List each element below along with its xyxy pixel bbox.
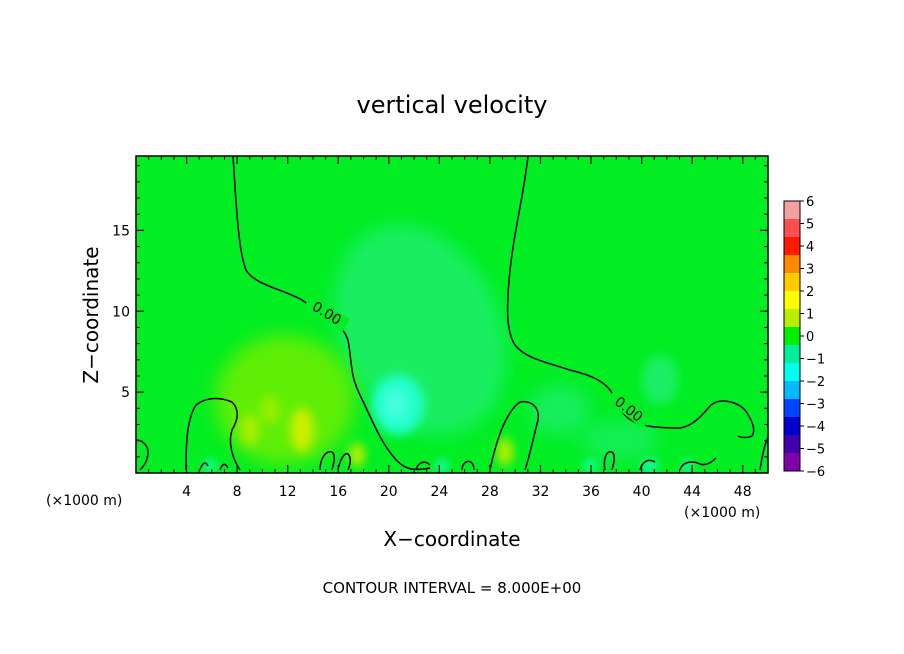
colorbar-label: 6 bbox=[806, 195, 814, 210]
chart-title: vertical velocity bbox=[357, 91, 548, 119]
colorbar-label: −6 bbox=[806, 465, 825, 480]
updraft-region bbox=[215, 335, 355, 465]
colorbar-label: −1 bbox=[806, 353, 825, 368]
x-axis-title: X−coordinate bbox=[383, 527, 520, 551]
colorbar-label: 3 bbox=[806, 263, 814, 278]
colorbar-swatch bbox=[784, 399, 800, 418]
y-axis-title: Z−coordinate bbox=[79, 246, 103, 383]
y-tick-label: 15 bbox=[112, 223, 130, 239]
updraft-core bbox=[290, 408, 314, 452]
colorbar-label: 5 bbox=[806, 218, 814, 233]
x-tick-label: 28 bbox=[481, 484, 499, 500]
y-axis: 5 10 15 bbox=[112, 165, 768, 458]
colorbar-swatch bbox=[784, 453, 800, 472]
colorbar-label: 0 bbox=[806, 330, 814, 345]
x-tick-label: 40 bbox=[633, 484, 651, 500]
contour-bump-1 bbox=[185, 397, 241, 471]
y-tick-label: 10 bbox=[112, 304, 130, 320]
colorbar-swatch bbox=[784, 345, 800, 364]
colorbar-label: 2 bbox=[806, 285, 814, 300]
colorbar-swatch bbox=[784, 237, 800, 256]
colorbar-label: −5 bbox=[806, 443, 825, 458]
colorbar: 6 5 4 3 2 1 0 −1 −2 −3 −4 −5 −6 bbox=[783, 195, 825, 480]
x-tick-label: 12 bbox=[279, 484, 297, 500]
colorbar-swatch bbox=[784, 435, 800, 454]
x-tick-label: 32 bbox=[532, 484, 550, 500]
x-axis: 4 8 12 16 20 24 28 32 36 40 44 48 bbox=[148, 156, 756, 500]
downdraft-right bbox=[642, 355, 678, 405]
colorbar-swatch bbox=[784, 363, 800, 382]
x-tick-label: 8 bbox=[233, 484, 242, 500]
x-tick-label: 36 bbox=[582, 484, 600, 500]
x-tick-label: 24 bbox=[430, 484, 448, 500]
heatmap-field: 0.00 0.00 bbox=[136, 156, 768, 473]
colorbar-swatch bbox=[784, 255, 800, 274]
downdraft-plume bbox=[333, 224, 507, 436]
x-tick-label: 48 bbox=[734, 484, 752, 500]
x-unit-right: (×1000 m) bbox=[684, 505, 760, 521]
contour-interval-note: CONTOUR INTERVAL = 8.000E+00 bbox=[323, 579, 582, 597]
colorbar-label: −4 bbox=[806, 420, 825, 435]
contour-right-plume bbox=[506, 156, 755, 439]
x-tick-label: 16 bbox=[329, 484, 347, 500]
colorbar-label: −3 bbox=[806, 398, 825, 413]
x-tick-label: 4 bbox=[182, 484, 191, 500]
contour-bump-2 bbox=[489, 400, 540, 471]
colorbar-swatch bbox=[784, 291, 800, 310]
x-unit-left: (×1000 m) bbox=[46, 493, 122, 509]
colorbar-swatch bbox=[784, 273, 800, 292]
colorbar-swatch bbox=[784, 219, 800, 238]
colorbar-label: −2 bbox=[806, 375, 825, 390]
x-tick-label: 20 bbox=[380, 484, 398, 500]
y-tick-label: 5 bbox=[121, 385, 130, 401]
colorbar-swatch bbox=[784, 327, 800, 346]
colorbar-swatch bbox=[784, 381, 800, 400]
colorbar-label: 4 bbox=[806, 240, 814, 255]
colorbar-label: 1 bbox=[806, 308, 814, 323]
colorbar-swatch bbox=[784, 417, 800, 436]
contour-left-plume bbox=[232, 156, 431, 471]
zero-contours bbox=[136, 156, 768, 471]
x-tick-label: 44 bbox=[683, 484, 701, 500]
colorbar-swatch bbox=[784, 201, 800, 220]
colorbar-swatch bbox=[784, 309, 800, 328]
